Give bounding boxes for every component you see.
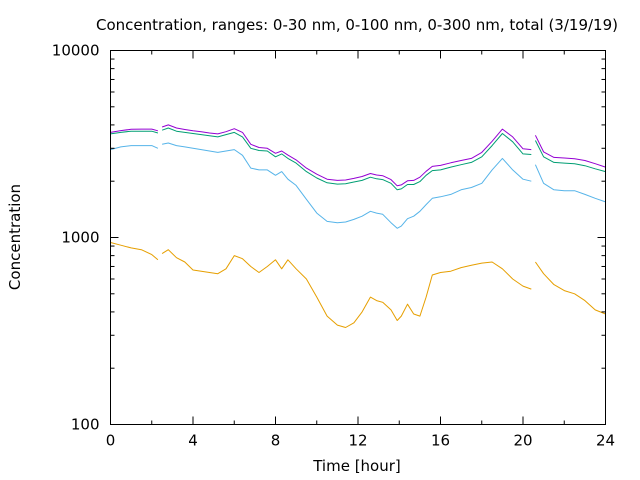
series-4-line-segment-1 xyxy=(110,128,159,133)
y-axis: 100 1000 10000 xyxy=(52,42,606,434)
series-2-line-segment-3 xyxy=(534,164,606,203)
x-tick-label: 4 xyxy=(188,432,198,450)
series-3-line-segment-3 xyxy=(534,140,606,173)
series-2 xyxy=(110,142,606,229)
series-1-line-segment-1 xyxy=(110,242,159,261)
series-4-line-segment-2 xyxy=(161,124,532,187)
x-axis-label: Time [hour] xyxy=(312,457,401,475)
series-4 xyxy=(110,124,606,187)
x-tick-label: 8 xyxy=(271,432,281,450)
series-2-line-segment-1 xyxy=(110,145,159,151)
y-axis-label: Concentration xyxy=(6,184,24,290)
x-tick-label: 20 xyxy=(513,432,532,450)
series-2-line-segment-2 xyxy=(161,142,532,229)
series-3-line-segment-2 xyxy=(161,127,532,191)
x-tick-label: 12 xyxy=(348,432,367,450)
series-3 xyxy=(110,127,606,191)
plot-frame xyxy=(110,50,606,425)
series-1-line-segment-3 xyxy=(534,261,606,315)
series-4-line-segment-3 xyxy=(534,135,606,168)
x-axis: 0 4 8 12 16 20 24 xyxy=(106,50,615,450)
x-tick-label: 16 xyxy=(431,432,450,450)
x-tick-label: 0 xyxy=(106,432,116,450)
y-tick-label: 100 xyxy=(71,416,100,434)
x-tick-label: 24 xyxy=(596,432,615,450)
series-3-line-segment-1 xyxy=(110,130,159,135)
y-tick-label: 10000 xyxy=(52,42,100,60)
chart-title: Concentration, ranges: 0-30 nm, 0-100 nm… xyxy=(96,16,618,34)
series-layer xyxy=(110,124,606,328)
series-1 xyxy=(110,242,606,328)
series-1-line-segment-2 xyxy=(161,249,532,328)
y-tick-label: 1000 xyxy=(61,229,99,247)
